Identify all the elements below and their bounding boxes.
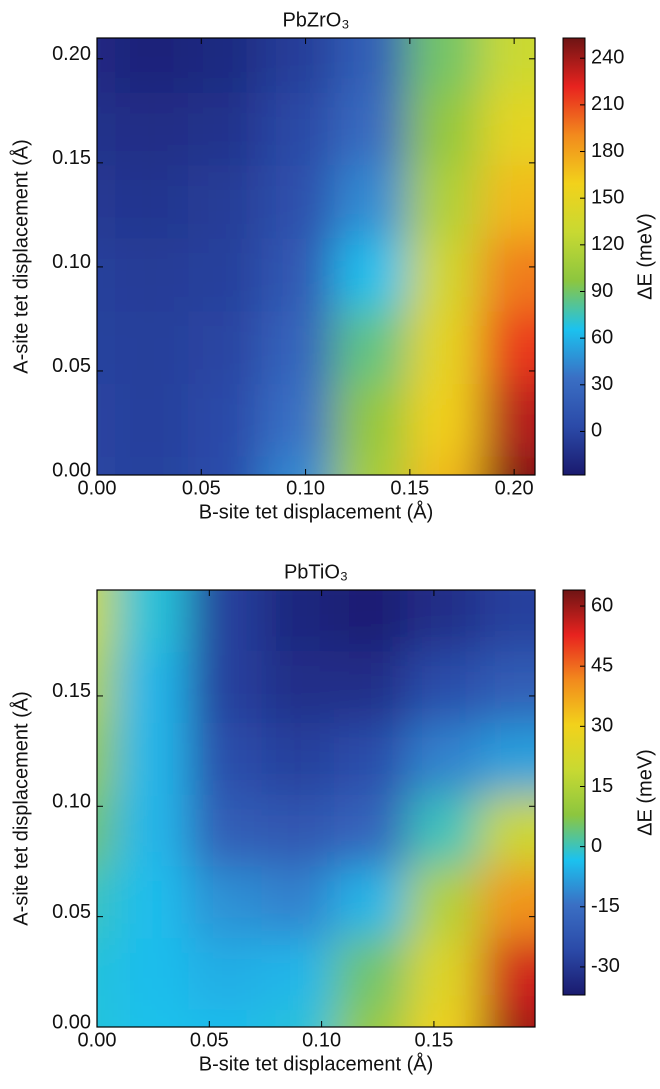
colorbar-tick-label: 120 [591, 233, 624, 255]
x-axis-label: B-site tet displacement (Å) [199, 1052, 434, 1075]
y-tick-label: 0.20 [52, 43, 91, 65]
colorbar-tick-label: 90 [591, 280, 613, 302]
colorbar-tick-label: 30 [591, 715, 613, 737]
colorbar-label: ΔE (meV) [634, 213, 656, 300]
y-tick-label: 0.15 [52, 147, 91, 169]
colorbar-tick-label: 210 [591, 93, 624, 115]
x-tick-label: 0.10 [286, 477, 325, 499]
plot-frame [96, 589, 536, 1028]
x-tick-label: 0.15 [414, 1029, 453, 1051]
y-axis-label: A-site tet displacement (Å) [9, 139, 32, 374]
x-tick-label: 0.05 [182, 477, 221, 499]
y-tick-label: 0.00 [52, 1011, 91, 1033]
chart-title: PbTiO₃ [284, 561, 348, 583]
x-tick-label: 0.15 [390, 477, 429, 499]
colorbar-tick-label: 60 [591, 326, 613, 348]
colorbar [562, 37, 586, 476]
colorbar-tick-label: 45 [591, 654, 613, 676]
x-tick-label: 0.00 [78, 1029, 117, 1051]
heat-cell [480, 590, 535, 652]
colorbar-tick-label: 180 [591, 140, 624, 162]
colorbar-tick-label: 150 [591, 186, 624, 208]
colorbar-tick-label: 30 [591, 373, 613, 395]
y-tick-label: 0.10 [52, 791, 91, 813]
heat-cell [480, 38, 535, 93]
colorbar-tick-label: 0 [591, 420, 602, 442]
colorbar-tick-label: -30 [591, 955, 620, 977]
heatmap-cells [97, 38, 535, 475]
heatmap [97, 590, 535, 1027]
x-tick-label: 0.10 [302, 1029, 341, 1051]
colorbar-tick-label: 0 [591, 835, 602, 857]
chart-title: PbZrO₃ [282, 9, 349, 31]
colorbar-tick-label: -15 [591, 895, 620, 917]
y-tick-label: 0.10 [52, 251, 91, 273]
y-tick-label: 0.05 [52, 355, 91, 377]
x-tick-label: 0.00 [78, 477, 117, 499]
colorbar-tick-label: 60 [591, 594, 613, 616]
heatmap-cells [97, 590, 535, 1027]
colorbar-tick-label: 15 [591, 775, 613, 797]
y-axis-label: A-site tet displacement (Å) [9, 691, 32, 926]
y-tick-label: 0.00 [52, 459, 91, 481]
plot-frame [96, 37, 536, 476]
x-tick-label: 0.05 [190, 1029, 229, 1051]
y-tick-label: 0.05 [52, 901, 91, 923]
x-tick-label: 0.20 [495, 477, 534, 499]
y-tick-label: 0.15 [52, 680, 91, 702]
x-axis-label: B-site tet displacement (Å) [199, 500, 434, 523]
colorbar-tick-label: 240 [591, 46, 624, 68]
colorbar [562, 589, 586, 996]
colorbar-label: ΔE (meV) [634, 749, 656, 836]
heatmap [97, 38, 535, 475]
